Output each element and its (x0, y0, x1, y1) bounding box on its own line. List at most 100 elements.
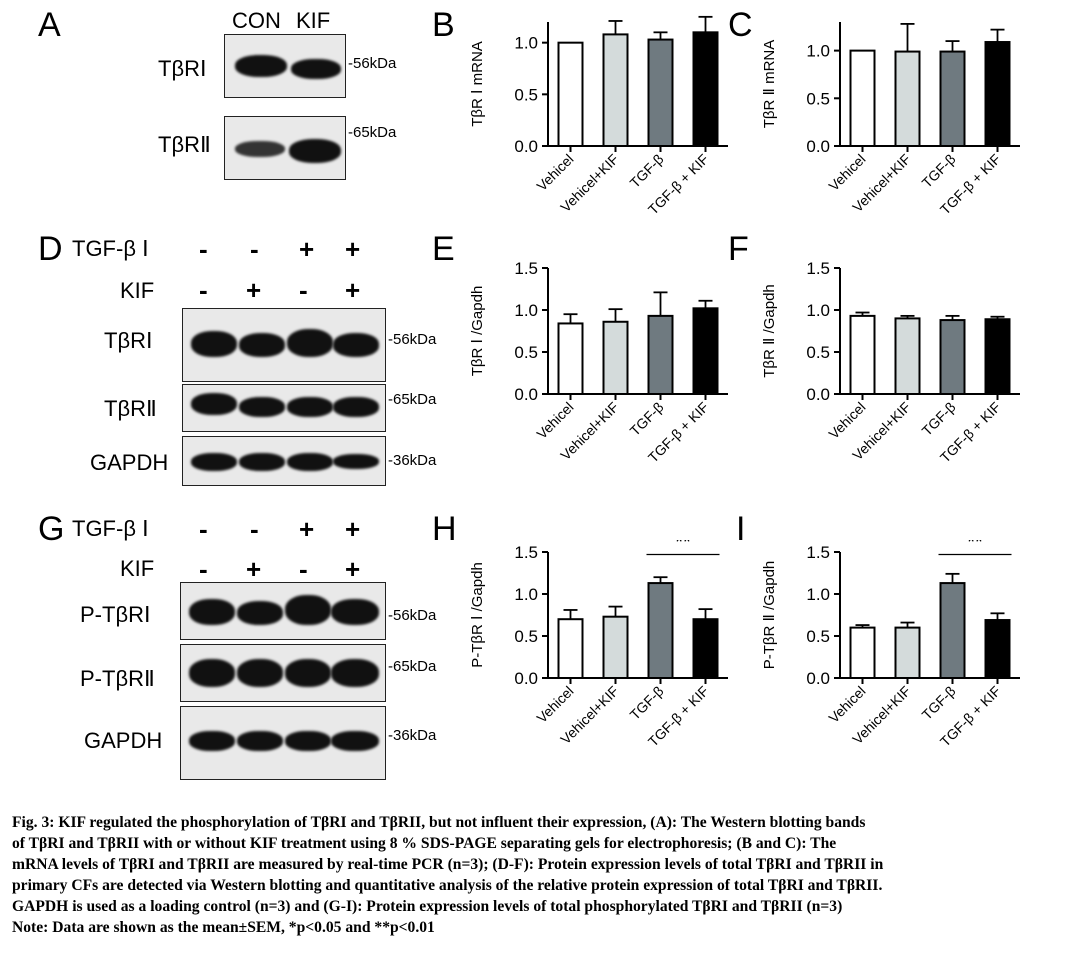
row-label-ptbr1: P-TβRⅠ (80, 602, 151, 627)
band (333, 333, 379, 357)
caption-line: of TβRI and TβRII with or without KIF tr… (12, 835, 837, 852)
y-tick-label: 0.5 (806, 627, 830, 646)
x-tick-label: Vehicel (533, 399, 576, 442)
sign: - (299, 554, 308, 584)
bar (894, 626, 921, 679)
x-tick-label: TGF-β (919, 683, 959, 723)
y-tick-label: 0.0 (514, 137, 538, 156)
band (285, 731, 331, 751)
bar (984, 41, 1011, 147)
band (189, 659, 235, 687)
panel-letter-f: F (728, 230, 749, 268)
y-tick-label: 1.5 (514, 543, 538, 562)
kda-a-tbr2: -65kDa (348, 124, 397, 141)
kda-d-tbr2: -65kDa (388, 391, 437, 408)
caption-line: Fig. 3: KIF regulated the phosphorylatio… (12, 814, 866, 831)
y-tick-label: 0.0 (806, 385, 830, 404)
treatment-label-kif: KIF (120, 278, 155, 303)
bar (557, 41, 584, 148)
treatment-label-kif: KIF (120, 556, 155, 581)
lane-label-kif: KIF (296, 8, 331, 33)
y-tick-label: 1.0 (806, 42, 830, 61)
caption-line: primary CFs are detected via Western blo… (12, 877, 883, 894)
sign: + (246, 275, 262, 305)
y-tick-label: 0.0 (514, 669, 538, 688)
x-tick-label: Vehicel (533, 683, 576, 726)
y-axis-label: TβR Ⅱ /Gapdh (761, 284, 778, 378)
bar (849, 626, 876, 679)
blot-g-gapdh (180, 706, 386, 780)
band (291, 59, 341, 79)
blot-d-tbr2 (182, 384, 386, 432)
figure-caption: Fig. 3: KIF regulated the phosphorylatio… (12, 812, 1072, 938)
band (289, 139, 341, 163)
row-label-tbr1: TβRⅠ (158, 56, 207, 81)
bar (557, 322, 584, 395)
band (237, 731, 283, 751)
bar (602, 615, 629, 679)
blot-g-ptbr2 (180, 644, 386, 702)
bar (647, 314, 674, 396)
x-tick-label: TGF-β (919, 151, 959, 191)
y-tick-label: 0.0 (806, 137, 830, 156)
bar (692, 618, 719, 679)
sign: + (345, 554, 361, 584)
band (235, 141, 285, 157)
treatment-label-tgf: TGF-β Ⅰ (72, 516, 149, 541)
caption-line: mRNA levels of TβRI and TβRII are measur… (12, 856, 884, 873)
y-tick-label: 0.0 (806, 669, 830, 688)
blot-g-ptbr1 (180, 582, 386, 640)
band (191, 453, 237, 471)
band (287, 397, 333, 417)
blot-a-tbr2 (224, 116, 346, 180)
band (287, 329, 333, 357)
bar (849, 49, 876, 147)
panel-letter-b: B (432, 6, 455, 44)
sign: - (199, 554, 208, 584)
row-label-tbr2: TβRⅡ (158, 132, 211, 157)
bar (602, 33, 629, 147)
bar (984, 619, 1011, 679)
row-label-tbr1: TβRⅠ (104, 328, 153, 353)
band (331, 599, 379, 625)
bar-chart-h: P-TβR Ⅰ /Gapdh0.00.51.01.5VehicelVehicel… (469, 540, 728, 750)
significance-label: ** (967, 540, 983, 554)
band (285, 595, 331, 625)
kda-a-tbr1: -56kDa (348, 55, 397, 72)
y-tick-label: 1.5 (514, 259, 538, 278)
x-tick-label: Vehicel (825, 399, 868, 442)
band (239, 397, 285, 417)
y-tick-label: 0.5 (806, 343, 830, 362)
y-tick-label: 1.0 (514, 585, 538, 604)
sign: - (199, 275, 208, 305)
x-tick-label: TGF-β (627, 683, 667, 723)
x-tick-label: Vehicel (825, 683, 868, 726)
y-axis-label: TβR Ⅰ mRNA (469, 41, 486, 127)
bar (849, 314, 876, 396)
bar (939, 50, 966, 147)
panel-letter-i: I (736, 510, 746, 548)
blot-d-gapdh (182, 436, 386, 486)
panel-letter-e: E (432, 230, 455, 268)
sign: + (246, 554, 262, 584)
bar (602, 320, 629, 395)
x-tick-label: TGF-β (627, 151, 667, 191)
caption-line: Note: Data are shown as the mean±SEM, *p… (12, 919, 435, 936)
y-axis-label: TβR Ⅱ mRNA (761, 40, 778, 129)
band (237, 601, 283, 625)
bar-chart-f: TβR Ⅱ /Gapdh0.00.51.01.5VehicelVehicel+K… (761, 259, 1020, 466)
sign: + (345, 234, 361, 264)
x-tick-label: TGF-β (919, 399, 959, 439)
bar (939, 319, 966, 395)
sign: + (345, 514, 361, 544)
row-label-gapdh: GAPDH (90, 450, 169, 475)
kda-g-ptbr2: -65kDa (388, 658, 437, 675)
panel-letter-c: C (728, 6, 753, 44)
panel-letter-d: D (38, 230, 63, 268)
sign: - (299, 275, 308, 305)
y-tick-label: 1.0 (806, 301, 830, 320)
sign: + (299, 234, 315, 264)
bar (984, 318, 1011, 396)
